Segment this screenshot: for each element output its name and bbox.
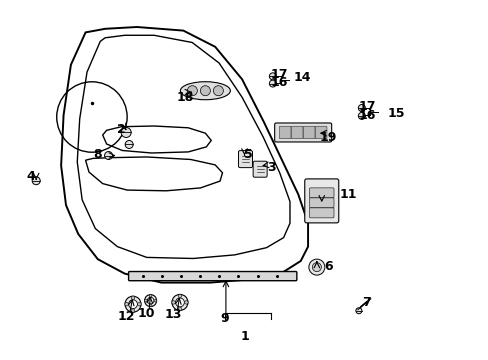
Text: 5: 5 [244,148,252,161]
FancyBboxPatch shape [309,188,333,198]
Text: 16: 16 [358,109,376,122]
Circle shape [131,296,135,300]
Text: 11: 11 [339,188,356,201]
Circle shape [312,263,321,271]
Ellipse shape [200,86,210,96]
Circle shape [149,294,152,297]
Text: 14: 14 [293,71,310,84]
FancyBboxPatch shape [238,150,252,168]
FancyBboxPatch shape [128,271,296,281]
Circle shape [184,301,188,304]
Circle shape [178,307,182,311]
Circle shape [124,302,128,306]
Text: 7: 7 [362,296,370,309]
FancyBboxPatch shape [303,126,314,139]
Circle shape [144,299,147,302]
Text: 19: 19 [319,131,337,144]
FancyBboxPatch shape [309,208,333,218]
Circle shape [269,80,276,87]
Circle shape [355,308,361,314]
Circle shape [104,152,112,159]
Ellipse shape [213,86,223,96]
Text: 18: 18 [176,91,193,104]
Circle shape [125,140,133,148]
FancyBboxPatch shape [279,126,290,139]
Circle shape [172,294,187,310]
Circle shape [178,294,182,298]
Circle shape [128,300,137,309]
Circle shape [32,177,40,185]
FancyBboxPatch shape [253,161,266,177]
Text: 1: 1 [240,330,248,343]
Circle shape [125,296,141,312]
Circle shape [171,301,175,304]
Circle shape [149,304,152,307]
Text: 16: 16 [270,76,288,89]
Text: 15: 15 [386,107,404,120]
FancyBboxPatch shape [274,123,331,142]
Circle shape [137,302,141,306]
Circle shape [147,297,154,304]
Circle shape [144,294,156,307]
Text: 13: 13 [164,309,182,321]
Text: 17: 17 [358,100,376,113]
Text: 12: 12 [117,310,135,323]
FancyBboxPatch shape [304,179,338,223]
Text: 6: 6 [324,260,332,273]
Text: 10: 10 [138,307,155,320]
Circle shape [308,259,324,275]
Ellipse shape [187,86,197,96]
Text: 8: 8 [93,148,102,161]
Text: 2: 2 [117,123,125,136]
FancyBboxPatch shape [309,198,333,208]
Circle shape [175,298,184,307]
Circle shape [121,127,131,138]
Text: 3: 3 [266,161,275,174]
FancyBboxPatch shape [315,126,326,139]
Circle shape [154,299,157,302]
Circle shape [358,104,365,112]
Text: 4: 4 [26,170,35,183]
Text: 9: 9 [220,312,229,325]
Ellipse shape [180,82,230,100]
FancyBboxPatch shape [291,126,303,139]
Text: 17: 17 [270,68,288,81]
Circle shape [269,73,276,80]
Circle shape [131,309,135,312]
Circle shape [358,112,365,120]
